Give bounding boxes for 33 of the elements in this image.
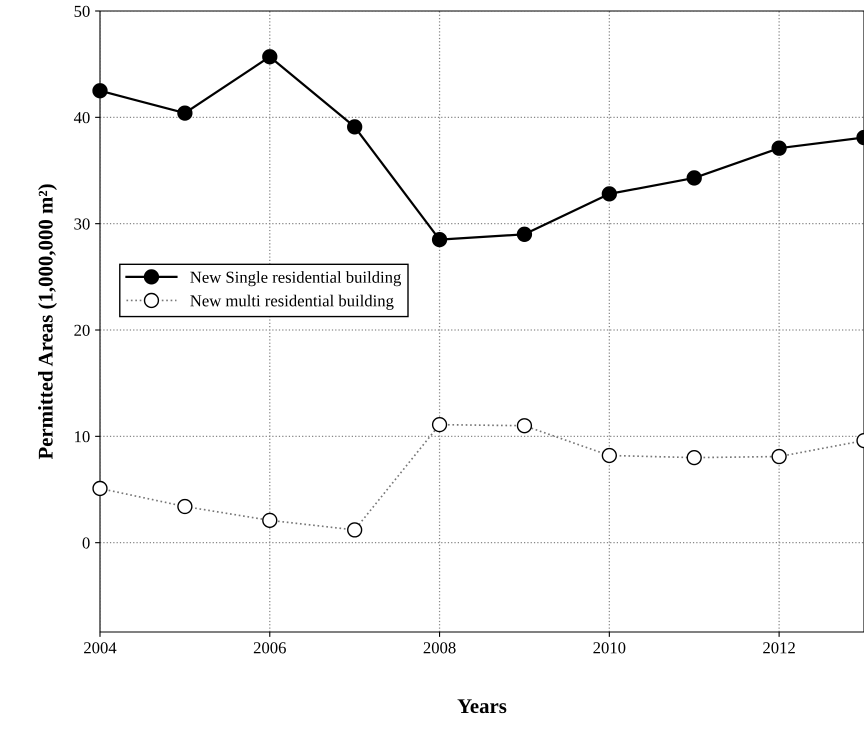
x-tick-label: 2012 <box>763 642 795 654</box>
point <box>516 418 532 434</box>
y-axis-title: Permitted Areas (1,000,000 m²) <box>38 184 57 460</box>
point <box>771 140 787 156</box>
point <box>177 498 193 514</box>
y-tick-label: 0 <box>82 537 90 549</box>
y-tick-label: 40 <box>74 112 90 124</box>
point <box>516 226 532 242</box>
y-tick-label: 10 <box>75 431 90 442</box>
point <box>177 105 193 121</box>
point <box>262 512 278 528</box>
point <box>602 448 617 464</box>
point <box>92 83 108 98</box>
x-tick-label: 2004 <box>84 642 116 654</box>
x-tick-label: 2006 <box>254 642 286 654</box>
point <box>92 480 108 496</box>
legend-label: New multi residential building <box>190 294 394 310</box>
x-tick-label: 2010 <box>593 642 626 654</box>
point <box>602 186 617 202</box>
y-tick-label: 50 <box>74 6 90 17</box>
point <box>771 448 787 464</box>
y-tick-label: 20 <box>74 324 90 336</box>
point <box>686 450 702 466</box>
x-axis-title: Years <box>457 699 506 714</box>
point <box>347 522 362 538</box>
point <box>686 170 702 186</box>
x-tick-label: 2008 <box>424 642 456 654</box>
y-tick-label: 30 <box>74 218 90 230</box>
point <box>262 49 278 64</box>
point <box>432 417 448 432</box>
legend-label: New Single residential building <box>190 271 402 286</box>
point <box>347 119 362 135</box>
point <box>432 232 448 248</box>
